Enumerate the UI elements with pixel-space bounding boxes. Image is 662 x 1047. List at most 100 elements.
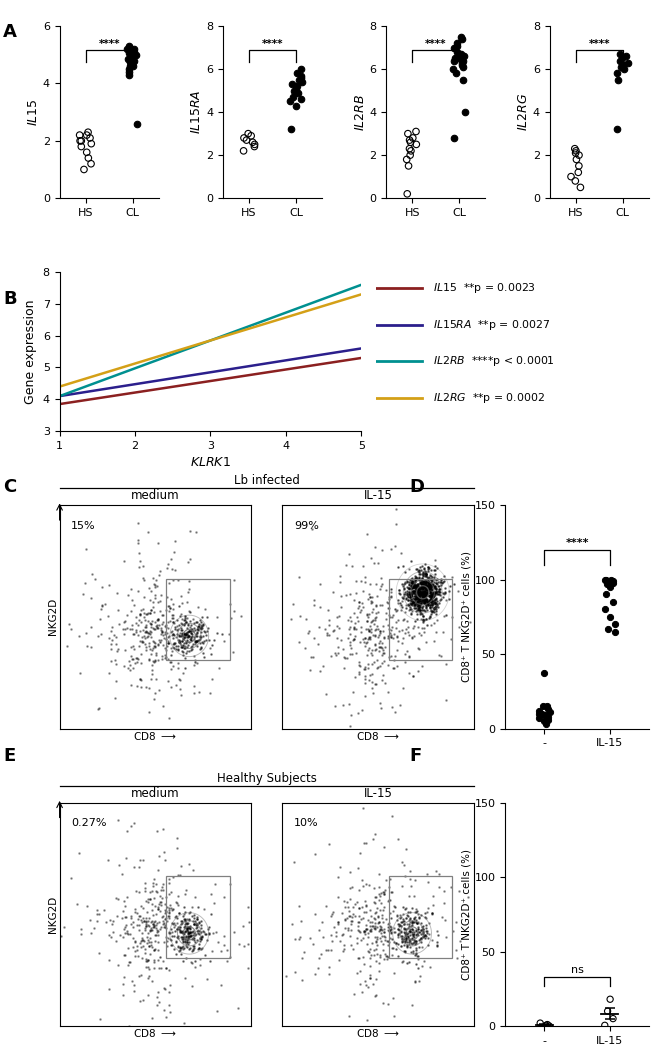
Point	[175, 929, 186, 945]
Point	[238, 938, 249, 955]
Point	[429, 585, 440, 602]
Point	[376, 919, 387, 936]
Point	[85, 130, 95, 147]
Point	[410, 579, 420, 596]
Point	[356, 757, 367, 774]
Point	[164, 654, 175, 671]
Point	[614, 46, 625, 63]
Point	[166, 653, 176, 670]
Point	[406, 914, 417, 931]
Point	[148, 877, 158, 894]
Point	[413, 583, 424, 600]
Point	[379, 639, 390, 655]
Point	[185, 940, 195, 957]
Point	[451, 941, 461, 958]
Point	[150, 638, 161, 654]
Point	[357, 598, 368, 615]
Point	[143, 934, 154, 951]
Point	[413, 600, 424, 617]
Point	[391, 911, 402, 928]
Point	[414, 563, 425, 580]
Point	[430, 577, 440, 594]
Point	[105, 636, 116, 652]
Point	[152, 611, 162, 628]
Point	[85, 619, 96, 636]
Text: C: C	[3, 478, 17, 496]
Point	[355, 911, 366, 928]
Point	[207, 670, 217, 687]
Point	[111, 628, 122, 645]
Point	[426, 578, 436, 595]
Point	[166, 928, 177, 944]
Point	[375, 901, 385, 918]
Point	[421, 587, 432, 604]
Point	[414, 589, 424, 606]
Point	[407, 930, 418, 946]
Point	[62, 638, 73, 654]
Point	[375, 658, 385, 674]
Point	[200, 601, 211, 618]
Point	[94, 699, 105, 716]
Point	[370, 894, 381, 911]
Point	[258, 600, 269, 617]
Point	[359, 638, 370, 654]
Point	[412, 589, 422, 606]
Point	[573, 157, 584, 174]
Point	[147, 662, 158, 678]
Point	[183, 931, 193, 948]
Point	[428, 577, 439, 594]
Point	[185, 923, 195, 940]
Point	[293, 931, 304, 948]
Point	[431, 863, 442, 879]
Point	[156, 890, 167, 907]
Point	[114, 616, 124, 632]
Point	[421, 578, 432, 595]
Point	[422, 584, 432, 601]
Point	[138, 558, 148, 575]
Point	[160, 451, 170, 468]
Point	[131, 883, 142, 899]
Point	[345, 717, 355, 734]
Point	[377, 666, 388, 683]
Point	[141, 893, 152, 910]
Point	[411, 602, 422, 619]
Point	[382, 595, 393, 611]
Point	[400, 933, 410, 950]
Point	[424, 926, 434, 942]
Point	[369, 539, 380, 556]
Point	[425, 594, 436, 610]
Point	[181, 614, 191, 630]
Point	[373, 621, 383, 638]
Point	[342, 649, 352, 666]
Point	[161, 960, 171, 977]
Point	[172, 632, 183, 649]
Text: E: E	[3, 747, 16, 764]
Point	[126, 973, 137, 989]
Point	[128, 41, 139, 58]
Point	[119, 946, 130, 963]
Point	[416, 558, 427, 575]
Point	[179, 628, 189, 645]
Point	[415, 584, 426, 601]
Point	[186, 631, 197, 648]
Point	[161, 929, 171, 945]
Point	[367, 935, 377, 952]
Point	[350, 627, 360, 644]
Point	[377, 647, 387, 664]
Point	[420, 588, 430, 605]
Point	[195, 630, 205, 647]
Point	[349, 620, 359, 637]
Point	[310, 846, 320, 863]
Point	[159, 979, 169, 996]
Point	[430, 565, 440, 582]
Point	[148, 576, 159, 593]
Point	[422, 866, 432, 883]
Point	[410, 591, 421, 607]
Point	[399, 943, 410, 960]
Point	[402, 584, 412, 601]
Point	[182, 915, 193, 932]
Point	[403, 597, 414, 614]
Point	[410, 904, 420, 920]
Point	[381, 948, 391, 964]
Point	[179, 616, 189, 632]
